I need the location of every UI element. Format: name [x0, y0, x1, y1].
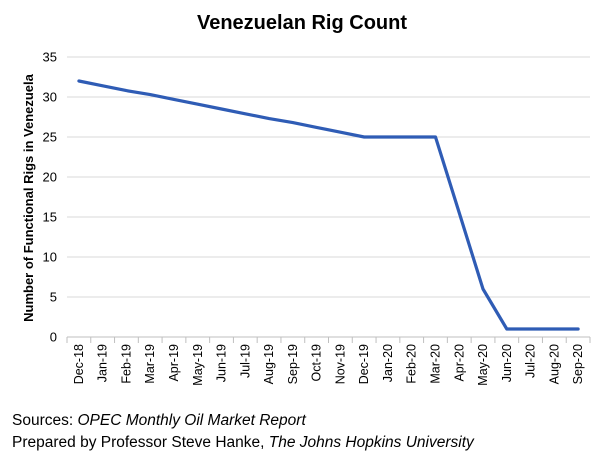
y-axis-label: Number of Functional Rigs in Venezuela: [21, 73, 36, 322]
x-tick-label-Mar-19: Mar-19: [143, 344, 157, 384]
data-point-Jun-19: [220, 108, 223, 110]
data-point-Dec-19: [363, 136, 366, 138]
y-tick-label-10: 10: [43, 250, 57, 265]
x-tick-label-Aug-20: Aug-20: [547, 344, 561, 384]
sources-note: Sources: OPEC Monthly Oil Market Report: [12, 410, 306, 432]
line-chart: Venezuelan Rig Count Number of Functiona…: [21, 12, 591, 386]
prepared-prefix: Prepared by Professor Steve Hanke,: [12, 434, 269, 451]
sources-prefix: Sources:: [12, 412, 78, 429]
y-tick-label-25: 25: [43, 130, 57, 145]
x-tick-label-Dec-19: Dec-19: [357, 344, 371, 384]
x-tick-label-Apr-20: Apr-20: [452, 344, 466, 382]
data-point-Dec-18: [78, 80, 80, 82]
y-tick-label-15: 15: [43, 210, 57, 225]
data-point-Sep-20: [577, 328, 579, 330]
data-point-Jul-20: [529, 328, 532, 330]
data-point-Mar-20: [434, 136, 437, 138]
x-tick-label-Dec-18: Dec-18: [72, 344, 86, 384]
data-point-Feb-19: [125, 89, 128, 92]
x-tick-label-Sep-19: Sep-19: [286, 344, 300, 384]
x-tick-label-Mar-20: Mar-20: [428, 344, 442, 384]
data-point-May-19: [197, 103, 199, 105]
prepared-by-note: Prepared by Professor Steve Hanke, The J…: [12, 432, 474, 454]
data-point-May-20: [482, 288, 484, 290]
data-point-Apr-19: [173, 98, 175, 101]
x-tick-label-Jul-19: Jul-19: [238, 344, 252, 378]
x-tick-label-Oct-19: Oct-19: [310, 344, 324, 382]
x-tick-label-Jan-19: Jan-19: [96, 344, 110, 382]
y-tick-label-35: 35: [43, 50, 57, 65]
x-tick-label-Nov-19: Nov-19: [333, 344, 347, 384]
sources-publication: OPEC Monthly Oil Market Report: [77, 412, 306, 429]
data-point-Jun-20: [506, 328, 508, 330]
data-point-Sep-19: [292, 121, 294, 124]
x-tick-label-Jan-20: Jan-20: [381, 344, 395, 382]
data-point-Feb-20: [410, 136, 413, 138]
data-point-Jul-19: [244, 113, 247, 115]
x-tick-label-May-19: May-19: [191, 344, 205, 386]
series-layer: [77, 79, 580, 331]
y-tick-label-0: 0: [50, 330, 57, 345]
y-axis-ticks: 0 5 10 15 20 25 30 35: [43, 50, 57, 345]
x-tick-label-Aug-19: Aug-19: [262, 344, 276, 384]
y-tick-label-20: 20: [43, 170, 57, 185]
data-point-Jan-19: [101, 85, 104, 87]
data-point-Aug-20: [553, 328, 556, 330]
x-axis-ticks: Dec-18 Jan-19 Feb-19 Mar-19 Apr-19 May-19 Jun-…: [66, 337, 591, 386]
chart-title: Venezuelan Rig Count: [197, 12, 407, 34]
data-point-Mar-19: [149, 93, 151, 96]
y-tick-label-30: 30: [43, 90, 57, 105]
x-tick-label-May-20: May-20: [476, 344, 490, 386]
x-tick-label-Sep-20: Sep-20: [571, 344, 585, 384]
series-line-0: [77, 79, 580, 331]
gridlines: [67, 56, 590, 338]
data-point-Aug-19: [268, 117, 270, 120]
data-point-Oct-19: [315, 126, 318, 129]
x-tick-label-Jul-20: Jul-20: [524, 344, 538, 378]
data-point-Nov-19: [339, 131, 342, 133]
x-tick-label-Jun-20: Jun-20: [500, 344, 514, 382]
prepared-institution: The Johns Hopkins University: [268, 434, 474, 451]
x-tick-label-Feb-20: Feb-20: [405, 344, 419, 384]
y-tick-label-5: 5: [50, 290, 57, 305]
data-point-Jan-20: [387, 136, 389, 138]
x-tick-label-Jun-19: Jun-19: [215, 344, 229, 382]
data-point-Apr-20: [458, 212, 461, 214]
x-tick-label-Feb-19: Feb-19: [119, 344, 133, 384]
x-tick-label-Apr-19: Apr-19: [167, 344, 181, 382]
